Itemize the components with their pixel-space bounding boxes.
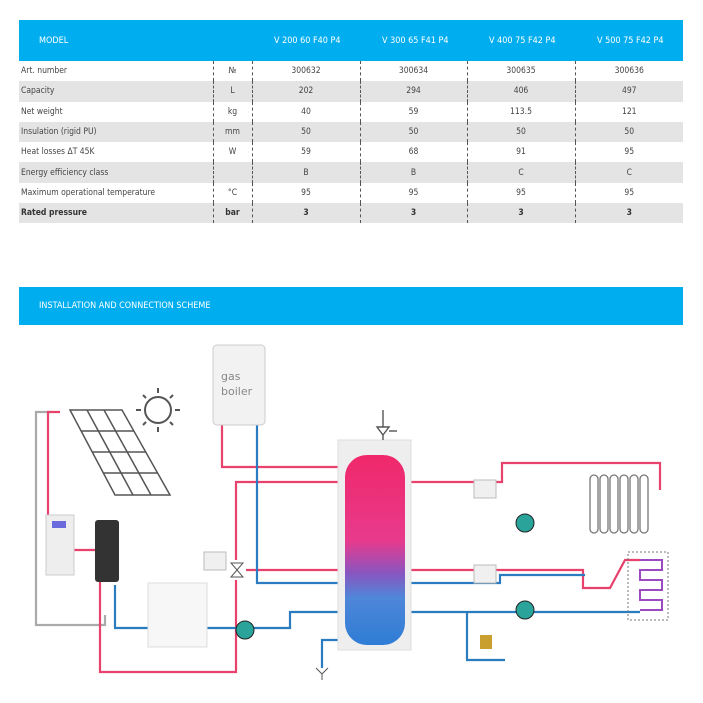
thermostat-icon: [473, 479, 497, 499]
table-row: Maximum operational temperature °C 95 95 95 9…: [19, 182, 683, 204]
hot-pipe: [98, 580, 238, 674]
value-cell: 40: [251, 101, 360, 122]
value-cell: 3: [359, 203, 467, 224]
value-cell: 50: [574, 121, 683, 143]
expansion-box: [147, 582, 208, 648]
row-label: Insulation (rigid PU): [19, 121, 213, 143]
value-cell: 202: [251, 81, 360, 102]
scheme-title: INSTALLATION AND CONNECTION SCHEME: [39, 301, 211, 311]
value-cell: 59: [359, 101, 467, 122]
value-cell: 121: [574, 101, 683, 122]
spec-table: Art. number № 300632 300634 300635 300636 Capa…: [19, 61, 683, 224]
pump-station: [95, 520, 119, 582]
drain-icon: [315, 667, 329, 680]
thermostat-icon: [473, 564, 497, 584]
storage-tank: [337, 439, 412, 651]
thermostats: [203, 479, 497, 584]
value-cell: 497: [574, 81, 683, 102]
value-cell: 113.5: [466, 101, 575, 122]
value-cell: 95: [574, 142, 683, 163]
radiator: [589, 474, 649, 534]
value-cell: 3: [466, 203, 575, 224]
value-cell: 300636: [574, 61, 683, 82]
value-cell: 91: [466, 142, 575, 163]
circulation-pumps: [235, 513, 535, 640]
model-header: V 400 75 F42 P4: [489, 36, 556, 46]
row-label: Art. number: [21, 66, 68, 77]
value-cell: 95: [466, 182, 575, 204]
unit-cell: [212, 162, 252, 183]
value-cell: 95: [359, 182, 467, 204]
cold-pipe: [465, 612, 505, 662]
unit-cell: kg: [212, 101, 252, 122]
unit-cell: mm: [212, 121, 252, 143]
gas-boiler: gas boiler: [212, 344, 266, 426]
boiler-label: boiler: [221, 385, 253, 398]
value-cell: B: [359, 162, 467, 183]
spec-table-header: MODEL V 200 60 F40 P4 V 300 65 F41 P4 V …: [19, 20, 683, 61]
unit-cell: W: [212, 142, 252, 163]
cold-pipe: [320, 638, 345, 668]
pump-icon: [515, 600, 535, 620]
model-label: MODEL: [39, 36, 69, 46]
model-header: V 500 75 F42 P4: [597, 36, 664, 46]
cold-pipe: [385, 573, 585, 585]
drain-valve-icon: [480, 635, 492, 649]
value-cell: 406: [466, 81, 575, 102]
pump-icon: [235, 620, 255, 640]
hot-pipe: [46, 410, 60, 452]
table-row: Capacity L 202 294 406 497: [19, 81, 683, 102]
table-row: Net weight kg 40 59 113.5 121: [19, 101, 683, 122]
table-row: Rated pressure bar 3 3 3 3: [19, 203, 683, 224]
safety-valve-icon: [375, 410, 397, 440]
value-cell: 300635: [466, 61, 575, 82]
gray-sensor-line: [34, 410, 107, 627]
solar-panel: [68, 409, 172, 496]
row-label: Energy efficiency class: [19, 162, 213, 183]
model-header: V 200 60 F40 P4: [274, 36, 341, 46]
value-cell: 300634: [359, 61, 467, 82]
scheme-header: INSTALLATION AND CONNECTION SCHEME: [19, 287, 683, 325]
value-cell: 50: [251, 121, 360, 143]
model-header: V 300 65 F41 P4: [382, 36, 449, 46]
value-cell: 50: [466, 121, 575, 143]
value-cell: 3: [251, 203, 360, 224]
hot-pipe: [234, 480, 345, 560]
value-cell: 3: [574, 203, 683, 224]
value-cell: C: [466, 162, 575, 183]
value-cell: 59: [251, 142, 360, 163]
mixing-valve-icon: [229, 562, 245, 578]
row-label: Heat losses ΔT 45K: [21, 147, 95, 158]
hot-pipe: [385, 461, 662, 490]
row-label: Net weight: [21, 106, 63, 117]
thermostat-icon: [203, 551, 227, 571]
cold-pipe: [255, 425, 345, 585]
value-cell: C: [574, 162, 683, 183]
cold-pipe: [113, 585, 345, 630]
value-cell: 294: [359, 81, 467, 102]
value-cell: 50: [359, 121, 467, 143]
value-cell: 68: [359, 142, 467, 163]
unit-cell: №: [212, 61, 252, 82]
sun-icon: [136, 388, 180, 432]
value-cell: 300632: [251, 61, 360, 82]
unit-cell: bar: [212, 203, 252, 224]
underfloor-heating: [627, 551, 669, 621]
row-label: Capacity: [19, 81, 213, 102]
unit-cell: °C: [212, 182, 252, 204]
row-label: Rated pressure: [19, 203, 213, 224]
pump-icon: [515, 513, 535, 533]
table-row: Energy efficiency class B B C C: [19, 162, 683, 183]
unit-cell: L: [212, 81, 252, 102]
boiler-label: gas: [221, 370, 241, 383]
value-cell: B: [251, 162, 360, 183]
table-row: Heat losses ΔT 45K W 59 68 91 95: [19, 142, 683, 163]
table-row: Insulation (rigid PU) mm 50 50 50 50: [19, 121, 683, 143]
table-row: Art. number № 300632 300634 300635 300636: [19, 61, 683, 82]
row-label: Maximum operational temperature: [21, 187, 156, 198]
value-cell: 95: [251, 182, 360, 204]
value-cell: 95: [574, 182, 683, 204]
